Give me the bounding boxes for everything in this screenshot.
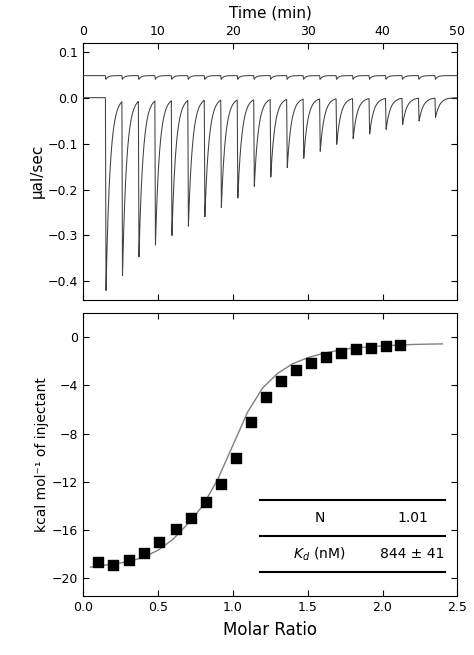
Text: 1.01: 1.01 <box>397 511 428 525</box>
Text: N: N <box>314 511 325 525</box>
Text: 844 ± 41: 844 ± 41 <box>380 547 445 561</box>
Point <box>155 536 163 547</box>
Point <box>352 344 359 354</box>
Y-axis label: μal/sec: μal/sec <box>30 144 45 198</box>
Text: $\it{K_d}$ (nM): $\it{K_d}$ (nM) <box>293 545 346 563</box>
Point <box>277 375 284 386</box>
Point <box>217 479 225 489</box>
Point <box>337 348 345 358</box>
Point <box>94 557 102 568</box>
Point <box>172 523 180 534</box>
Point <box>262 392 270 403</box>
Point <box>141 548 148 558</box>
Point <box>109 559 117 570</box>
Point <box>367 343 374 353</box>
Point <box>202 497 210 508</box>
Point <box>322 351 329 362</box>
Point <box>382 341 389 352</box>
Point <box>187 513 195 523</box>
Point <box>292 365 300 375</box>
X-axis label: Time (min): Time (min) <box>229 6 311 21</box>
Y-axis label: kcal mol⁻¹ of injectant: kcal mol⁻¹ of injectant <box>35 377 49 532</box>
Point <box>397 340 404 350</box>
Point <box>307 358 314 368</box>
Point <box>126 555 133 565</box>
X-axis label: Molar Ratio: Molar Ratio <box>223 621 317 639</box>
Point <box>232 453 239 463</box>
Point <box>247 417 255 427</box>
